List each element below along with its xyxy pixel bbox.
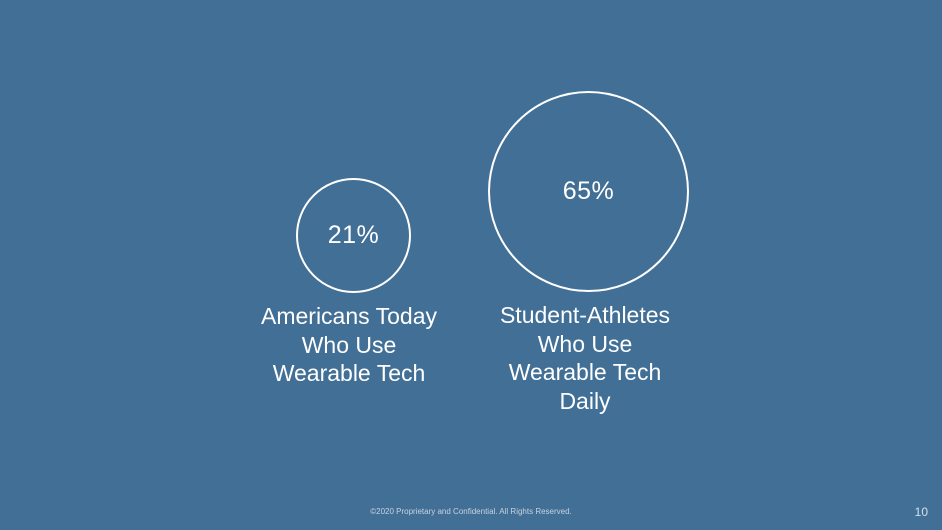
stat-label-americans: Americans Today Who Use Wearable Tech [261, 303, 437, 386]
stat-value-student-athletes: 65% [562, 177, 615, 205]
stat-circle-americans: 21% [296, 178, 411, 293]
copyright-footer: ©2020 Proprietary and Confidential. All … [370, 507, 572, 516]
stat-circle-student-athletes: 65% [488, 91, 689, 292]
stat-value-americans: 21% [327, 221, 380, 249]
page-number: 10 [914, 505, 928, 519]
stat-label-student-athletes: Student-Athletes Who Use Wearable Tech D… [499, 302, 671, 414]
